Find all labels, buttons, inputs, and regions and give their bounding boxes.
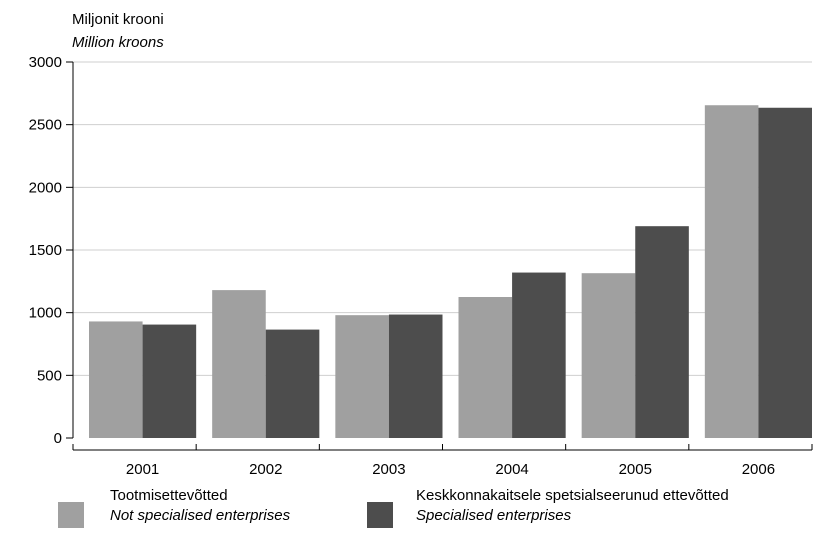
y-axis-label: Miljonit krooni <box>72 11 164 28</box>
bar-2001-series-1 <box>89 321 143 438</box>
y-tick-label: 3000 <box>29 54 62 71</box>
y-axis-label-en: Million kroons <box>72 34 164 51</box>
bar-2006-series-1 <box>704 105 759 439</box>
y-axis: 0 500 1000 1500 2000 2500 3000 <box>29 54 74 447</box>
x-tick-label: 2001 <box>126 461 159 478</box>
bar-2002-series-1 <box>212 290 266 438</box>
y-tick-label: 2000 <box>29 179 62 196</box>
legend-swatch-not-specialised <box>58 502 84 528</box>
y-tick-label: 1500 <box>29 242 62 259</box>
y-tick-label: 500 <box>37 367 62 384</box>
x-tick-label: 2005 <box>619 461 652 478</box>
bars <box>89 105 812 439</box>
bar-2003-series-1 <box>335 315 389 438</box>
legend-label: Keskkonnakaitsele spetsialseerunud ettev… <box>416 487 729 504</box>
legend-swatch-specialised <box>367 502 393 528</box>
bar-2002-series-2 <box>265 329 320 438</box>
bar-2005-series-2 <box>635 226 689 438</box>
x-axis: 2001 2002 2003 2004 2005 2006 <box>72 444 813 478</box>
legend-label: Tootmisettevõtted <box>110 487 228 504</box>
bar-2003-series-2 <box>388 314 443 438</box>
y-tick-label: 1000 <box>29 305 62 322</box>
bar-2004-series-2 <box>512 272 566 438</box>
x-tick-label: 2004 <box>495 461 528 478</box>
bar-2004-series-1 <box>458 297 513 438</box>
bar-2006-series-2 <box>758 107 812 438</box>
x-tick-label: 2006 <box>742 461 775 478</box>
x-tick-label: 2002 <box>249 461 282 478</box>
legend-item-specialised: Keskkonnakaitsele spetsialseerunud ettev… <box>416 486 729 526</box>
bar-2001-series-2 <box>142 324 197 438</box>
y-tick-label: 2500 <box>29 117 62 134</box>
bar-2005-series-1 <box>581 273 636 438</box>
y-tick-label: 0 <box>54 430 62 447</box>
legend-label-en: Specialised enterprises <box>416 507 572 524</box>
legend-label-en: Not specialised enterprises <box>110 507 291 524</box>
x-tick-label: 2003 <box>372 461 405 478</box>
legend-item-not-specialised: Tootmisettevõtted Not specialised enterp… <box>110 486 290 526</box>
